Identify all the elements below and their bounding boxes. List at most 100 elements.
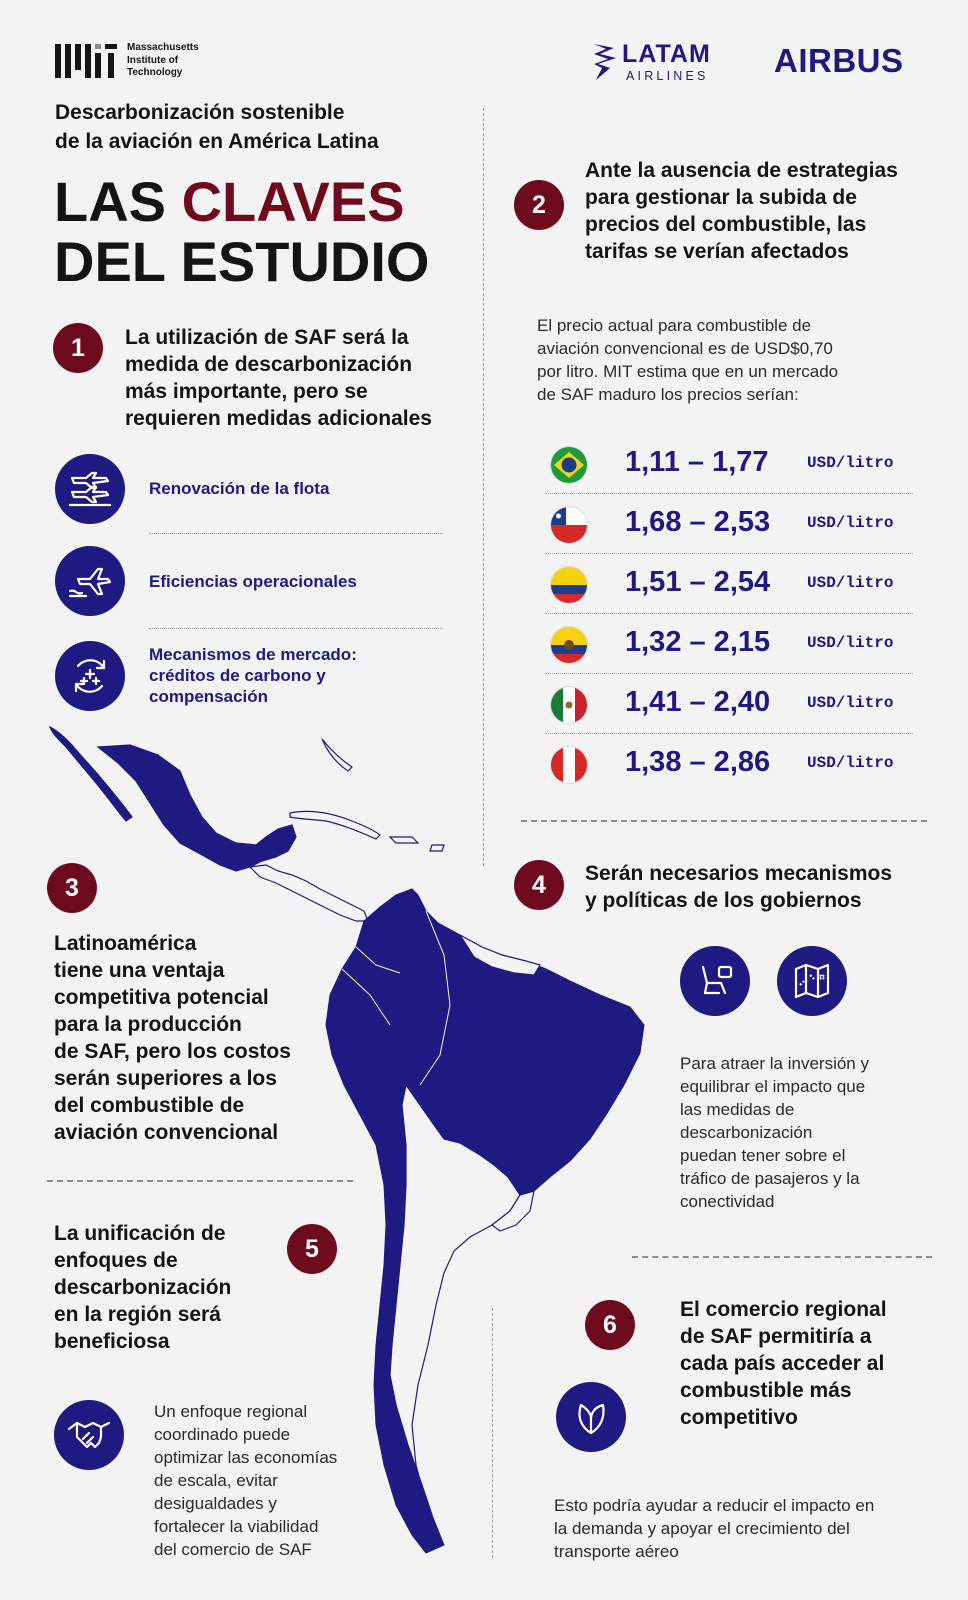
leaf-icon: [556, 1382, 626, 1452]
heading-line: para la producción: [54, 1013, 242, 1036]
body-line: tráfico de pasajeros y la: [680, 1169, 860, 1188]
row-divider: [545, 493, 913, 494]
section-2-body: El precio actual para combustible de avi…: [537, 314, 838, 406]
body-line: descarbonización: [680, 1123, 813, 1142]
heading-line: enfoques de: [54, 1249, 178, 1272]
heading-line: aviación convencional: [54, 1121, 279, 1144]
body-line: equilibrar el impacto que: [680, 1077, 866, 1096]
lever-label: Mecanismos de mercado: créditos de carbo…: [149, 644, 357, 707]
body-line: Un enfoque regional: [154, 1402, 308, 1421]
body-line: transporte aéreo: [554, 1542, 679, 1561]
lever-divider: [149, 533, 443, 534]
row-divider: [545, 673, 913, 674]
price-unit: USD/litro: [807, 514, 894, 532]
heading-line: El comercio regional: [680, 1298, 887, 1321]
heading-line: combustible más: [680, 1379, 852, 1402]
heading-line: tiene una ventaja: [54, 959, 225, 982]
latam-airlines: AIRLINES: [626, 69, 709, 83]
section-divider: [47, 1180, 353, 1182]
price-unit: USD/litro: [807, 634, 894, 652]
price-row: 1,68 – 2,53 USD/litro: [545, 494, 913, 554]
price-range: 1,38 – 2,86: [625, 746, 771, 778]
latam-wordmark: LATAM: [622, 40, 711, 68]
lever-label-line: Mecanismos de mercado:: [149, 645, 357, 664]
heading-line: y políticas de los gobiernos: [585, 889, 862, 912]
price-range: 1,68 – 2,53: [625, 506, 771, 538]
main-title-claves: CLAVES: [181, 170, 405, 233]
heading-line: competitivo: [680, 1406, 798, 1429]
mit-logo-icon: [55, 44, 117, 78]
peru-flag-icon: [550, 746, 588, 784]
section-3-badge: 3: [47, 863, 97, 913]
main-title-line-2: DEL ESTUDIO: [54, 230, 430, 293]
section-3-heading: Latinoamérica tiene una ventaja competit…: [54, 930, 291, 1146]
lever-label-line: compensación: [149, 687, 269, 706]
price-range: 1,11 – 1,77: [625, 446, 769, 478]
latam-logo: LATAM AIRLINES: [592, 40, 732, 86]
heading-line: La unificación de: [54, 1222, 226, 1245]
lever-label: Renovación de la flota: [149, 479, 330, 498]
main-title-las: LAS: [54, 170, 182, 233]
guianas-shape: [459, 934, 541, 976]
body-line: optimizar las economías: [154, 1448, 338, 1467]
body-line: coordinado puede: [154, 1425, 291, 1444]
passenger-seat-icon: [680, 946, 750, 1016]
price-unit: USD/litro: [807, 754, 894, 772]
body-line: conectividad: [680, 1192, 775, 1211]
section-divider: [521, 820, 927, 822]
body-line: aviación convencional es de USD$0,70: [537, 339, 833, 358]
mexico-flag-icon: [550, 686, 588, 724]
main-title-line-1: LAS CLAVES: [54, 172, 429, 232]
route-map-icon: [777, 946, 847, 1016]
bottom-divider: [492, 1308, 493, 1558]
body-line: desigualdades y: [154, 1494, 277, 1513]
heading-line: beneficiosa: [54, 1330, 170, 1353]
body-line: de SAF maduro los precios serían:: [537, 385, 799, 404]
body-line: por litro. MIT estima que en un mercado: [537, 362, 839, 381]
row-divider: [545, 733, 913, 734]
section-5-heading: La unificación de enfoques de descarboni…: [54, 1220, 231, 1355]
subtitle-line: de la aviación en América Latina: [55, 130, 379, 153]
body-line: puedan tener sobre el: [680, 1146, 846, 1165]
price-row: 1,38 – 2,86 USD/litro: [545, 734, 913, 794]
heading-line: Serán necesarios mecanismos: [585, 862, 893, 885]
heading-line: precios del combustible, las: [585, 213, 867, 236]
airbus-logo: AIRBUS: [774, 42, 904, 79]
price-range: 1,51 – 2,54: [625, 566, 771, 598]
section-2-badge: 2: [514, 180, 564, 230]
heading-line: más importante, pero se: [125, 380, 368, 403]
mit-name-line: Technology: [127, 67, 183, 78]
latam-logo-icon: [594, 44, 616, 80]
chile-flag-icon: [550, 506, 588, 544]
section-1-heading: La utilización de SAF será la medida de …: [125, 324, 432, 432]
body-line: Esto podría ayudar a reducir el impacto …: [554, 1496, 875, 1515]
body-line: del comercio de SAF: [154, 1540, 312, 1559]
handshake-icon: [54, 1400, 124, 1470]
heading-line: de SAF, pero los costos: [54, 1040, 291, 1063]
row-divider: [545, 613, 913, 614]
heading-line: Latinoamérica: [54, 932, 197, 955]
section-2-heading: Ante la ausencia de estrategias para ges…: [585, 157, 898, 265]
heading-line: competitiva potencial: [54, 986, 269, 1009]
heading-line: cada país acceder al: [680, 1352, 885, 1375]
section-5-badge: 5: [287, 1224, 337, 1274]
body-line: la demanda y apoyar el crecimiento del: [554, 1519, 850, 1538]
price-range: 1,32 – 2,15: [625, 626, 771, 658]
price-row: 1,11 – 1,77 USD/litro: [545, 434, 913, 494]
body-line: las medidas de: [680, 1100, 795, 1119]
price-unit: USD/litro: [807, 574, 894, 592]
subtitle: Descarbonización sostenible de la aviaci…: [55, 98, 379, 156]
section-1-badge: 1: [53, 323, 103, 373]
heading-line: para gestionar la subida de: [585, 186, 857, 209]
uruguay-shape: [491, 1190, 535, 1232]
brazil-flag-icon: [550, 446, 588, 484]
row-divider: [545, 553, 913, 554]
section-4-heading: Serán necesarios mecanismos y políticas …: [585, 860, 892, 914]
section-divider: [632, 1256, 932, 1258]
central-america-shape: [248, 864, 369, 922]
heading-line: requieren medidas adicionales: [125, 407, 432, 430]
section-6-heading: El comercio regional de SAF permitiría a…: [680, 1296, 887, 1431]
price-range: 1,41 – 2,40: [625, 686, 771, 718]
lever-label-line: créditos de carbono y: [149, 666, 326, 685]
section-6-body: Esto podría ayudar a reducir el impacto …: [554, 1494, 874, 1563]
